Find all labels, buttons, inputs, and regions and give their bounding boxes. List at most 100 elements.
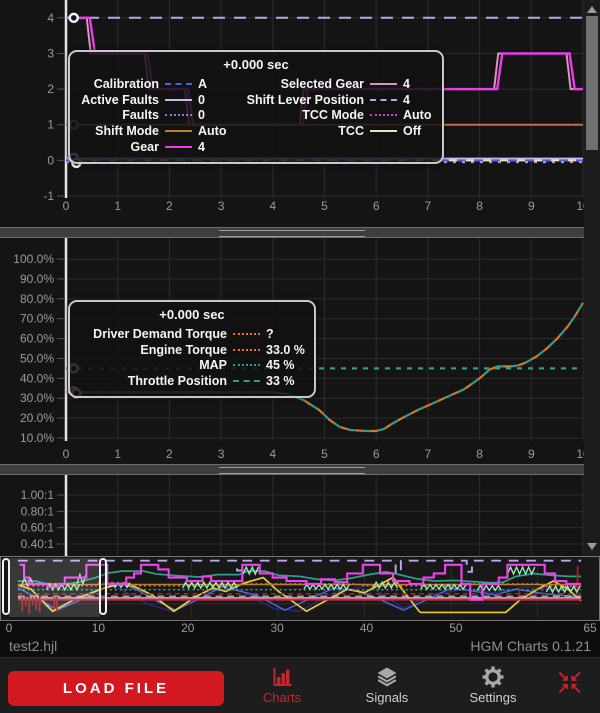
tooltip-signal-label: MAP bbox=[199, 358, 227, 373]
tooltip-row: TCC Mode Auto bbox=[242, 108, 433, 124]
tooltip-signal-value: 0 bbox=[198, 92, 205, 107]
svg-text:70.0%: 70.0% bbox=[20, 312, 54, 326]
selection-left-handle[interactable] bbox=[2, 558, 10, 615]
app-version: HGM Charts 0.1.21 bbox=[470, 638, 591, 654]
toolbar: LOAD FILE Charts Signals bbox=[0, 657, 600, 713]
tooltip-row: Throttle Position 33 % bbox=[79, 373, 305, 389]
svg-text:9: 9 bbox=[528, 447, 535, 461]
tooltip-signal-label: Gear bbox=[130, 140, 160, 155]
tooltip-signal-label: Selected Gear bbox=[280, 76, 364, 91]
tooltip-signal-value: 4 bbox=[198, 140, 205, 155]
cursor-marker bbox=[68, 12, 80, 24]
overview-chart[interactable] bbox=[0, 556, 600, 621]
tooltip-signal-value: 33.0 % bbox=[266, 342, 305, 357]
svg-text:2: 2 bbox=[166, 199, 173, 213]
tooltip-line-sample-icon bbox=[165, 146, 192, 149]
tooltip-line-sample-icon bbox=[233, 348, 260, 351]
svg-text:60.0%: 60.0% bbox=[20, 332, 54, 346]
selection-window[interactable] bbox=[2, 557, 108, 618]
tooltip-signal-label: Active Faults bbox=[81, 92, 159, 107]
ratio-chart[interactable]: 1.00:1 0.80:1 0.60:1 0.40:1 bbox=[0, 475, 584, 556]
svg-text:1: 1 bbox=[47, 118, 54, 132]
svg-text:100.0%: 100.0% bbox=[13, 252, 54, 266]
overview-x-axis: 0 10 20 30 40 50 65 bbox=[0, 621, 600, 635]
svg-text:0.60:1: 0.60:1 bbox=[21, 521, 55, 535]
selection-highlight[interactable] bbox=[9, 558, 101, 617]
tooltip-row: TCC Off bbox=[242, 123, 433, 139]
tooltip-row: Faults 0 bbox=[79, 108, 228, 124]
series-ov-gear bbox=[19, 563, 582, 601]
svg-text:6: 6 bbox=[373, 199, 380, 213]
tab-label: Signals bbox=[365, 690, 409, 705]
vertical-scrollbar[interactable] bbox=[584, 0, 600, 556]
tab-label: Settings bbox=[469, 690, 517, 705]
overview-canvas[interactable] bbox=[1, 557, 599, 620]
tooltip-signal-value: 0 bbox=[198, 108, 205, 123]
ratio-chart-canvas[interactable]: 1.00:1 0.80:1 0.60:1 0.40:1 bbox=[0, 475, 584, 556]
bar-chart-icon bbox=[246, 665, 318, 690]
overview-tick-label: 40 bbox=[359, 621, 374, 635]
series-ov-throttle-green bbox=[242, 565, 259, 576]
splitter-grip-icon bbox=[219, 230, 365, 237]
tab-signals[interactable]: Signals bbox=[351, 665, 423, 705]
svg-text:50.0%: 50.0% bbox=[20, 351, 54, 365]
tooltip-line-sample-icon bbox=[233, 380, 260, 383]
svg-text:1.00:1: 1.00:1 bbox=[21, 488, 55, 502]
series-throttle-position bbox=[66, 302, 584, 433]
svg-text:7: 7 bbox=[425, 199, 432, 213]
scrollbar-thumb[interactable] bbox=[586, 16, 598, 150]
tab-charts[interactable]: Charts bbox=[246, 665, 318, 705]
svg-text:5: 5 bbox=[321, 447, 328, 461]
tooltip-signal-value: Off bbox=[403, 124, 422, 139]
tooltip-line-sample-icon bbox=[165, 114, 192, 117]
chart-tooltip: +0.000 sec Driver Demand Torque? Engine To… bbox=[68, 300, 316, 399]
tooltip-signal-value: Auto bbox=[198, 124, 227, 139]
scroll-down-icon[interactable] bbox=[587, 543, 597, 550]
tab-settings[interactable]: Settings bbox=[457, 665, 529, 705]
tooltip-line-sample-icon bbox=[370, 114, 397, 117]
tooltip-signal-value: ? bbox=[266, 326, 274, 341]
tooltip-row: Active Faults 0 bbox=[79, 92, 228, 108]
overview-tick-label: 65 bbox=[583, 621, 597, 635]
tab-label: Charts bbox=[262, 690, 302, 705]
tooltip-line-sample-icon bbox=[233, 332, 260, 335]
svg-text:-1: -1 bbox=[43, 189, 54, 203]
tooltip-row: Shift Lever Position 4 bbox=[242, 92, 433, 108]
torque-chart[interactable]: 100.0% 90.0% 80.0% 70.0% 60.0% 50.0% 40.0% 30.0… bbox=[0, 238, 584, 464]
gear-icon bbox=[457, 665, 529, 690]
series-ov-shift-lever bbox=[17, 559, 582, 575]
tooltip-signal-label: Faults bbox=[122, 108, 159, 123]
svg-text:3: 3 bbox=[47, 46, 54, 60]
tooltip-row: Calibration A bbox=[79, 76, 228, 92]
tooltip-line-sample-icon bbox=[165, 130, 192, 133]
tooltip-line-sample-icon bbox=[165, 82, 192, 85]
tooltip-signal-label: Calibration bbox=[93, 76, 159, 91]
tooltip-signal-value: 4 bbox=[403, 92, 410, 107]
tooltip-signal-label: TCC Mode bbox=[302, 108, 364, 123]
svg-text:4: 4 bbox=[269, 199, 276, 213]
tooltip-row: Driver Demand Torque? bbox=[79, 326, 305, 342]
svg-text:40.0%: 40.0% bbox=[20, 371, 54, 385]
tooltip-line-sample-icon bbox=[370, 130, 397, 133]
splitter-2[interactable] bbox=[0, 464, 600, 475]
svg-text:7: 7 bbox=[425, 447, 432, 461]
overview-tick-label: 30 bbox=[270, 621, 284, 635]
svg-text:10: 10 bbox=[576, 447, 584, 461]
overview-tick-label: 50 bbox=[449, 621, 463, 635]
tooltip-row: Selected Gear 4 bbox=[242, 76, 433, 92]
series-ov-throttle-green bbox=[506, 565, 536, 576]
load-file-button[interactable]: LOAD FILE bbox=[8, 671, 224, 706]
overview-tick-label: 0 bbox=[5, 621, 13, 635]
layers-icon bbox=[351, 665, 423, 690]
collapse-window-icon[interactable]: ↘↙ ↗↖ bbox=[557, 668, 583, 697]
selection-right-handle[interactable] bbox=[99, 558, 108, 615]
series-ov-throttle-green bbox=[45, 582, 81, 592]
svg-text:4: 4 bbox=[47, 11, 54, 25]
svg-text:5: 5 bbox=[321, 199, 328, 213]
tooltip-row: MAP 45 % bbox=[79, 358, 305, 374]
svg-text:0: 0 bbox=[47, 153, 54, 167]
scroll-up-icon[interactable] bbox=[587, 6, 597, 13]
splitter-1[interactable] bbox=[0, 227, 600, 238]
